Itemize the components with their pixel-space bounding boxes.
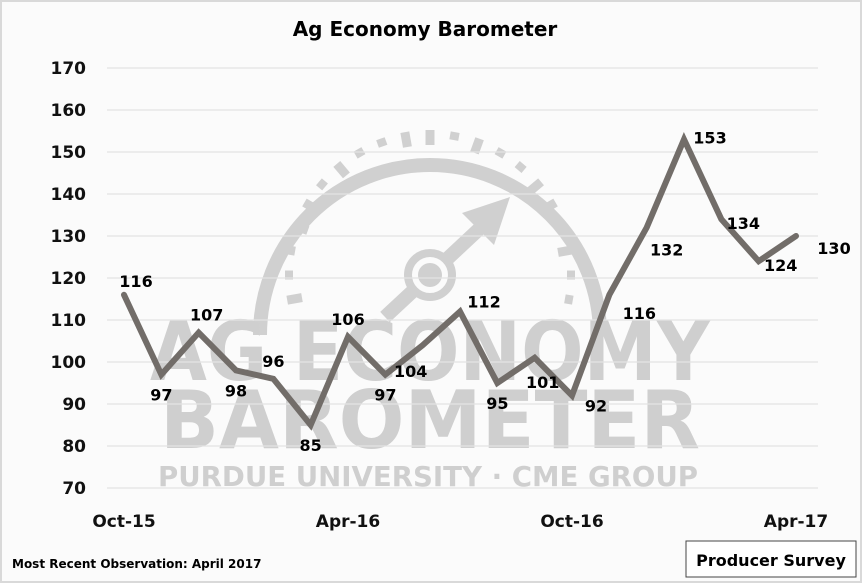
y-tick-label: 100 — [51, 353, 87, 373]
y-tick-label: 170 — [51, 59, 87, 79]
y-tick-label: 70 — [62, 479, 86, 499]
data-label: 116 — [623, 304, 656, 323]
gauge-tick-icon — [292, 221, 310, 235]
x-tick-label: Apr-16 — [316, 512, 380, 532]
x-tick-label: Oct-16 — [540, 512, 603, 532]
footnote-most-recent: Most Recent Observation: April 2017 — [12, 557, 261, 571]
data-labels: 116 97 107 98 96 85 106 97 104 112 95 101 92 116 132 15… — [119, 128, 850, 455]
data-label: 98 — [225, 381, 247, 400]
barometer-line — [121, 132, 799, 431]
gauge-tick-icon — [333, 161, 350, 179]
data-label: 104 — [394, 362, 427, 381]
y-tick-label: 120 — [51, 269, 87, 289]
y-tick-label: 110 — [51, 311, 87, 331]
data-label: 130 — [817, 239, 850, 258]
gauge-tick-icon — [526, 178, 544, 195]
gauge-tick-icon — [494, 147, 507, 159]
data-label: 96 — [262, 352, 284, 371]
gauge-tick-icon — [400, 131, 412, 148]
x-tick-label: Oct-15 — [92, 512, 155, 532]
data-label: 106 — [331, 310, 364, 329]
y-tick-label: 90 — [62, 395, 86, 415]
data-label: 101 — [526, 373, 559, 392]
data-label: 134 — [727, 214, 760, 233]
chart-title: Ag Economy Barometer — [293, 17, 558, 41]
data-label: 85 — [300, 436, 322, 455]
watermark-text-line2: BAROMETER — [160, 374, 700, 467]
gauge-hub-icon — [404, 249, 456, 301]
gauge-tick-icon — [564, 294, 574, 305]
gauge-tick-icon — [316, 178, 328, 191]
watermark-text-line1: AG ECONOMY — [150, 305, 711, 400]
y-tick-label: 130 — [51, 227, 87, 247]
gauge-tick-icon — [286, 293, 303, 305]
producer-survey-badge: Producer Survey — [696, 551, 846, 570]
data-label: 92 — [585, 397, 607, 416]
gauge-tick-icon — [286, 245, 296, 256]
data-label: 132 — [650, 241, 683, 260]
data-label: 107 — [190, 306, 223, 325]
data-label: 124 — [764, 256, 797, 275]
gauge-tick-icon — [376, 137, 388, 148]
y-axis: 70 80 90 100 110 120 130 140 150 160 170 — [51, 59, 87, 499]
producer-survey-badge-box — [685, 540, 857, 578]
y-tick-label: 150 — [51, 143, 87, 163]
gauge-tick-icon — [302, 198, 314, 211]
y-tick-label: 160 — [51, 101, 87, 121]
gauge-tick-icon — [546, 198, 558, 211]
gauge-tick-icon — [470, 137, 484, 155]
data-label: 112 — [467, 293, 500, 312]
gauge-tick-icon — [557, 221, 568, 233]
gauge-tick-icon — [557, 245, 574, 257]
x-axis: Oct-15 Apr-16 Oct-16 Apr-17 — [92, 512, 828, 532]
series-line — [121, 132, 799, 431]
data-label: 95 — [486, 394, 508, 413]
y-tick-label: 80 — [62, 437, 86, 457]
gauge-tick-icon — [514, 161, 527, 173]
data-label: 97 — [150, 386, 172, 405]
data-label: 153 — [693, 128, 726, 147]
gauge-tick-icon — [449, 131, 460, 141]
gauge-arc-icon — [253, 158, 607, 336]
data-label: 116 — [119, 272, 152, 291]
data-label: 97 — [374, 386, 396, 405]
y-tick-label: 140 — [51, 185, 87, 205]
gauge-tick-icon — [353, 147, 366, 159]
x-tick-label: Apr-17 — [764, 512, 828, 532]
